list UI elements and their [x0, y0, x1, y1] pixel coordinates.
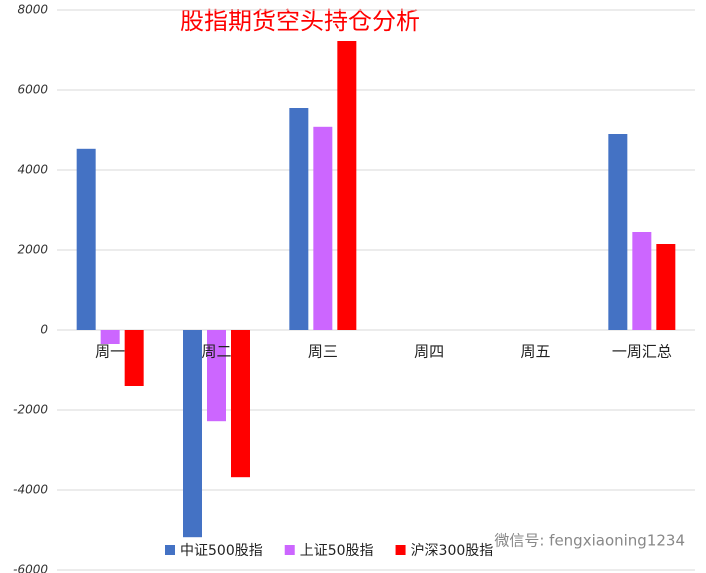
bar: [76, 148, 96, 330]
x-tick-label: 周二: [201, 343, 231, 361]
y-tick-label: 8000: [17, 3, 48, 17]
y-tick-label: 4000: [17, 163, 48, 177]
x-tick-label: 周一: [95, 343, 125, 361]
y-tick-label: 6000: [17, 83, 48, 97]
x-tick-label: 一周汇总: [612, 343, 672, 361]
legend-label: 上证50股指: [300, 543, 374, 559]
x-tick-label: 周五: [520, 343, 550, 361]
y-tick-label: 2000: [17, 243, 48, 257]
legend-swatch: [395, 545, 406, 555]
chart-title: 股指期货空头持仓分析: [180, 7, 420, 35]
y-tick-label: 0: [40, 323, 48, 337]
y-tick-label: -6000: [13, 563, 48, 573]
watermark: 微信号: fengxiaoning1234: [494, 532, 685, 550]
legend-swatch: [165, 545, 175, 555]
bar: [656, 244, 676, 330]
legend-label: 中证500股指: [180, 543, 263, 559]
bar: [100, 330, 120, 344]
legend-swatch: [284, 545, 295, 555]
bar: [289, 108, 309, 330]
bar: [231, 330, 250, 478]
bar: [124, 330, 144, 386]
y-tick-label: -4000: [13, 483, 48, 497]
y-tick-label: -2000: [13, 403, 48, 417]
bar: [313, 126, 333, 330]
bar: [183, 330, 202, 538]
bar: [608, 134, 628, 330]
bar: [207, 330, 226, 422]
bar: [632, 232, 652, 330]
bar: [337, 41, 357, 330]
x-tick-label: 周三: [308, 343, 338, 361]
x-tick-label: 周四: [414, 343, 444, 361]
legend-label: 沪深300股指: [411, 543, 494, 559]
